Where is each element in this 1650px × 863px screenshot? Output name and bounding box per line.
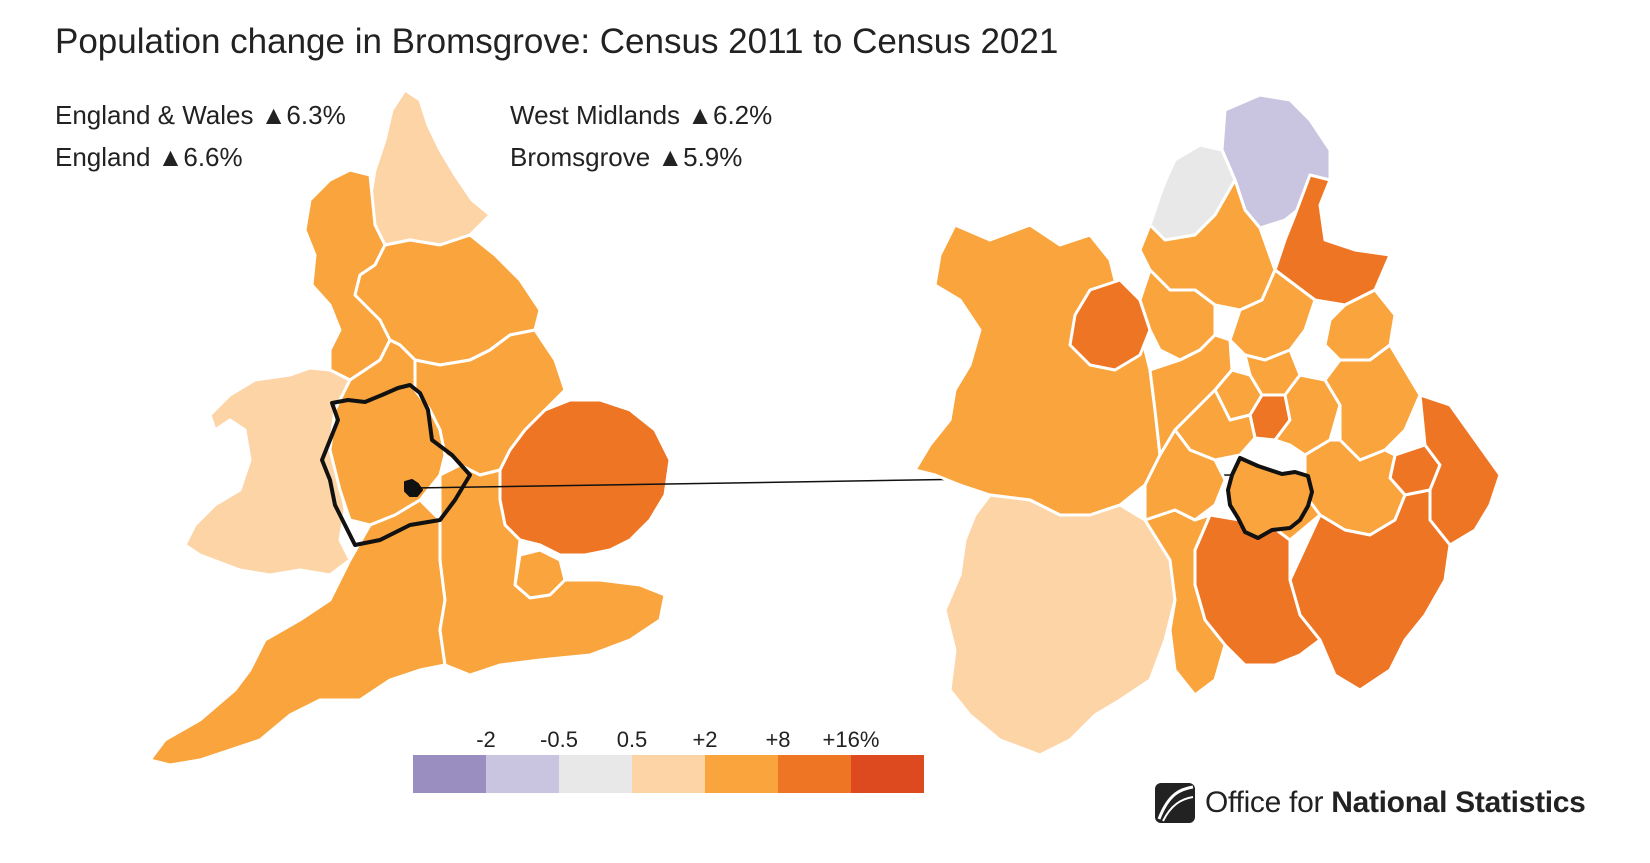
ons-logo: Office for National Statistics	[1155, 783, 1586, 823]
district-herefordshire[interactable]	[943, 493, 1177, 757]
legend-tick-minus-0-5: -0.5	[540, 727, 578, 752]
district-telford[interactable]	[1068, 278, 1152, 372]
legend-swatch-6	[778, 755, 851, 793]
ons-logo-bold: National Statistics	[1331, 786, 1586, 819]
ons-logo-prefix: Office for	[1205, 786, 1332, 819]
england-wales-map	[148, 88, 672, 767]
region-north-east[interactable]	[368, 88, 492, 247]
district-wyre-forest[interactable]	[1143, 428, 1227, 522]
legend-swatch-4	[632, 755, 705, 793]
legend-swatch-7	[851, 755, 924, 793]
district-bromsgrove[interactable]	[1226, 456, 1314, 540]
bromsgrove-location	[404, 479, 423, 497]
legend-tick-minus-2: -2	[476, 727, 496, 752]
ons-logo-text: Office for National Statistics	[1205, 786, 1586, 820]
legend-tick-plus-16: +16%	[822, 727, 880, 752]
legend-tick-0-5: 0.5	[616, 727, 648, 752]
west-midlands-outline	[320, 383, 472, 547]
district-malvern-hills[interactable]	[1143, 508, 1227, 697]
legend-swatch-5	[705, 755, 778, 793]
region-west-midlands[interactable]	[328, 338, 447, 527]
stat-bromsgrove: Bromsgrove ▲5.9%	[510, 142, 743, 172]
legend-swatch-3	[559, 755, 632, 793]
district-lichfield[interactable]	[1228, 268, 1317, 362]
ons-logo-icon	[1155, 783, 1195, 823]
stat-west-midlands: West Midlands ▲6.2%	[510, 100, 773, 130]
legend-swatch-1	[413, 755, 486, 793]
district-shropshire[interactable]	[913, 223, 1162, 517]
district-rugby[interactable]	[1418, 393, 1502, 547]
west-midlands-map	[913, 93, 1502, 757]
legend-tick-plus-2: +2	[692, 727, 718, 752]
legend-tick-plus-8: +8	[765, 727, 791, 752]
legend-swatch-2	[486, 755, 559, 793]
region-south-east[interactable]	[438, 463, 667, 677]
page-title: Population change in Bromsgrove: Census …	[55, 22, 1059, 61]
stat-england: England ▲6.6%	[55, 142, 243, 172]
stat-england-wales: England & Wales ▲6.3%	[55, 100, 346, 130]
